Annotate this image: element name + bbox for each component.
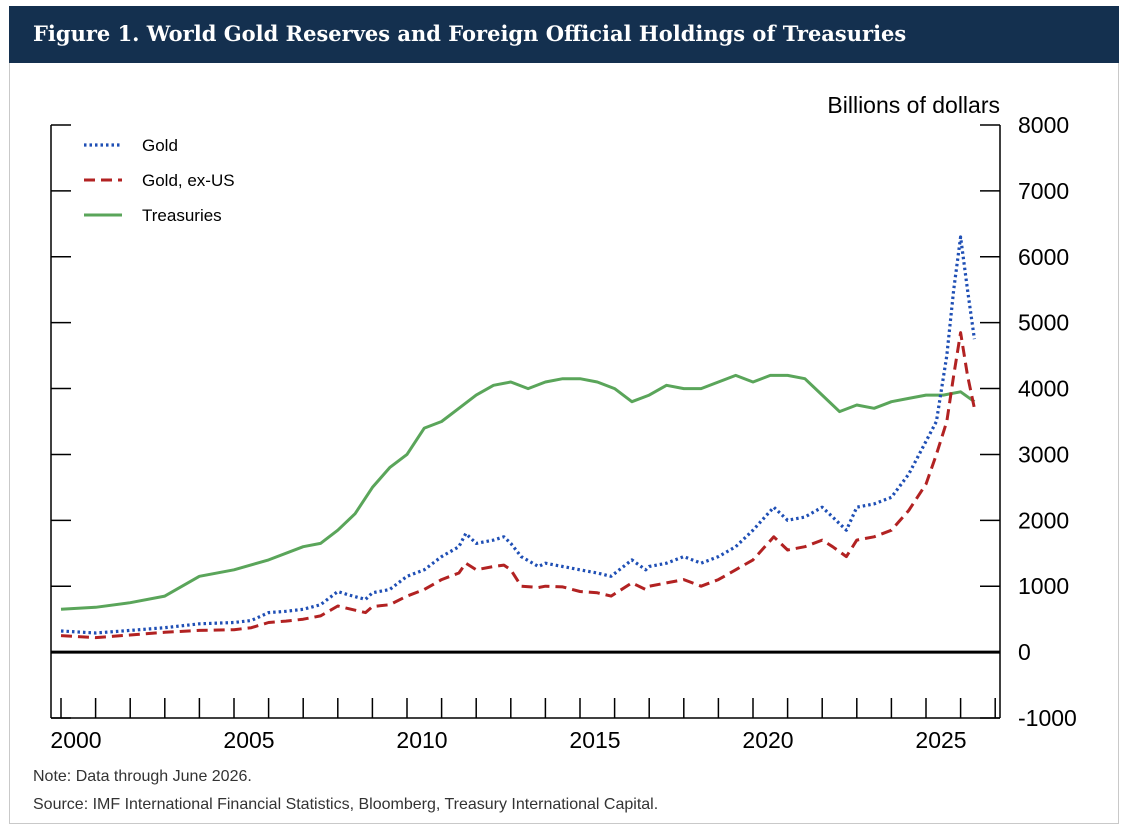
legend-label: Treasuries — [142, 206, 222, 225]
x-tick-label: 2010 — [396, 727, 447, 753]
data-note: Note: Data through June 2026. — [33, 768, 252, 785]
y-tick-label: 8000 — [1018, 112, 1069, 138]
legend-label: Gold — [142, 136, 178, 155]
figure-header: Figure 1. World Gold Reserves and Foreig… — [9, 6, 1119, 63]
figure-title: Figure 1. World Gold Reserves and Foreig… — [33, 21, 907, 46]
series-line-treasuries — [60, 373, 976, 611]
y-tick-label: 0 — [1018, 639, 1031, 665]
y-tick-label: -1000 — [1018, 705, 1077, 731]
y-tick-label: 6000 — [1018, 244, 1069, 270]
source-note: Source: IMF International Financial Stat… — [33, 796, 659, 813]
series-line-gold — [60, 235, 976, 635]
x-tick-label: 2000 — [50, 727, 101, 753]
y-tick-label: 2000 — [1018, 507, 1069, 533]
x-tick-label: 2025 — [915, 727, 966, 753]
chart: -1000 0 1000 2000 3000 4000 5000 6000 7000 8000 Bi… — [50, 92, 1077, 753]
y-tick-label: 7000 — [1018, 178, 1069, 204]
y-tick-label: 1000 — [1018, 573, 1069, 599]
x-tick-label: 2020 — [742, 727, 793, 753]
x-tick-label: 2015 — [569, 727, 620, 753]
legend-label: Gold, ex-US — [142, 171, 235, 190]
x-tick-label: 2005 — [223, 727, 274, 753]
y-axis-label: Billions of dollars — [827, 92, 1000, 118]
y-tick-label: 4000 — [1018, 376, 1069, 402]
y-tick-label: 5000 — [1018, 310, 1069, 336]
series-line-gold-ex-us — [60, 331, 976, 640]
y-tick-label: 3000 — [1018, 441, 1069, 467]
